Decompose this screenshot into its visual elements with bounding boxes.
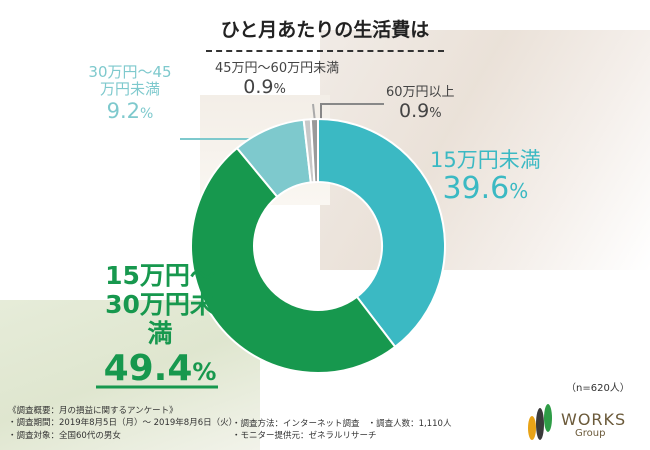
survey-notes-left: 《調査概要：月の損益に関するアンケート》 ・調査期間：2019年8月5日（月）～… xyxy=(8,406,238,441)
label-s0: 15万円未満 39.6% xyxy=(430,148,541,207)
donut-slice-0 xyxy=(317,117,446,349)
logo-leaves-icon xyxy=(528,404,552,440)
title-underline xyxy=(206,50,444,52)
survey-notes-right: ・調査方法：インターネット調査 ・調査人数：1,110人 ・モニター提供元：ゼネ… xyxy=(232,419,452,442)
slice-label: 15万円～30万円未満 xyxy=(105,261,215,348)
label-s1: 15万円～30万円未満 49.4% xyxy=(90,261,230,390)
label-s3: 45万円～60万円未満 0.9% xyxy=(215,61,340,98)
donut-slice-1 xyxy=(190,146,397,374)
sample-size: （n=620人） xyxy=(566,383,630,394)
slice-label: 30万円～45万円未満 xyxy=(88,63,172,99)
donut-slice-4 xyxy=(309,117,319,184)
leader-s4 xyxy=(320,103,384,122)
works-logo: WORKS Group xyxy=(525,400,645,445)
chart-title: ひと月あたりの生活費は xyxy=(220,19,430,41)
label-s2: 30万円～45万円未満 9.2% xyxy=(88,63,172,123)
photo-elderly xyxy=(0,300,260,450)
label-s4: 60万円以上 0.9% xyxy=(386,85,455,122)
